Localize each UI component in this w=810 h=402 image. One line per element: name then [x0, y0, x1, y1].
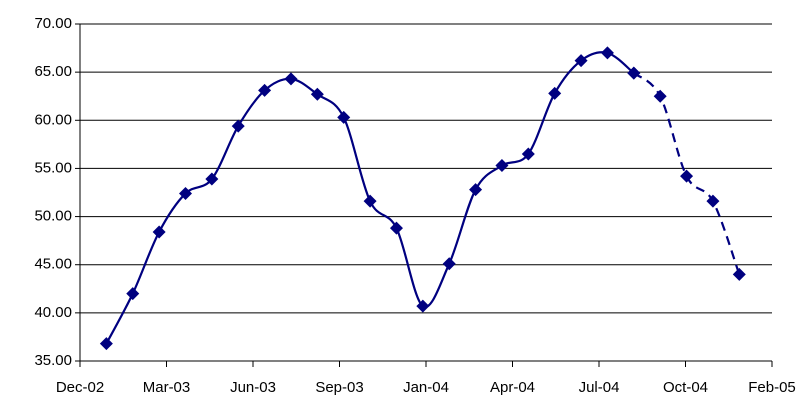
y-tick-label: 70.00	[34, 15, 72, 32]
marker	[126, 287, 140, 301]
line	[633, 72, 741, 275]
marker	[548, 86, 562, 100]
marker	[706, 194, 720, 208]
x-tick-label: Feb-05	[748, 379, 796, 396]
x-tick-label: Sep-03	[315, 379, 363, 396]
marker	[495, 159, 509, 173]
marker	[680, 169, 694, 183]
x-tick-label: Oct-04	[663, 379, 708, 396]
marker	[574, 54, 588, 68]
x-tick-label: Jan-04	[403, 379, 449, 396]
marker	[600, 46, 614, 60]
marker	[99, 337, 113, 351]
x-tick-label: Jul-04	[579, 379, 620, 396]
y-tick-label: 50.00	[34, 208, 72, 225]
y-tick-label: 40.00	[34, 304, 72, 321]
marker	[389, 221, 403, 235]
marker	[310, 87, 324, 101]
y-tick-label: 65.00	[34, 63, 72, 80]
marker	[442, 257, 456, 271]
marker	[627, 66, 641, 80]
x-tick-label: Mar-03	[143, 379, 191, 396]
marker	[231, 119, 245, 133]
marker	[521, 147, 535, 161]
marker	[284, 72, 298, 86]
marker	[653, 89, 667, 103]
y-tick-label: 55.00	[34, 159, 72, 176]
marker	[416, 299, 430, 313]
x-tick-label: Dec-02	[56, 379, 104, 396]
marker	[469, 183, 483, 197]
x-tick-label: Jun-03	[230, 379, 276, 396]
marker	[363, 194, 377, 208]
marker	[152, 225, 166, 239]
y-tick-label: 60.00	[34, 111, 72, 128]
marker	[205, 172, 219, 186]
marker	[178, 186, 192, 200]
y-tick-label: 35.00	[34, 352, 72, 369]
x-tick-label: Apr-04	[490, 379, 535, 396]
marker	[258, 83, 272, 97]
marker	[337, 110, 351, 124]
y-tick-label: 45.00	[34, 256, 72, 273]
marker	[732, 267, 746, 281]
